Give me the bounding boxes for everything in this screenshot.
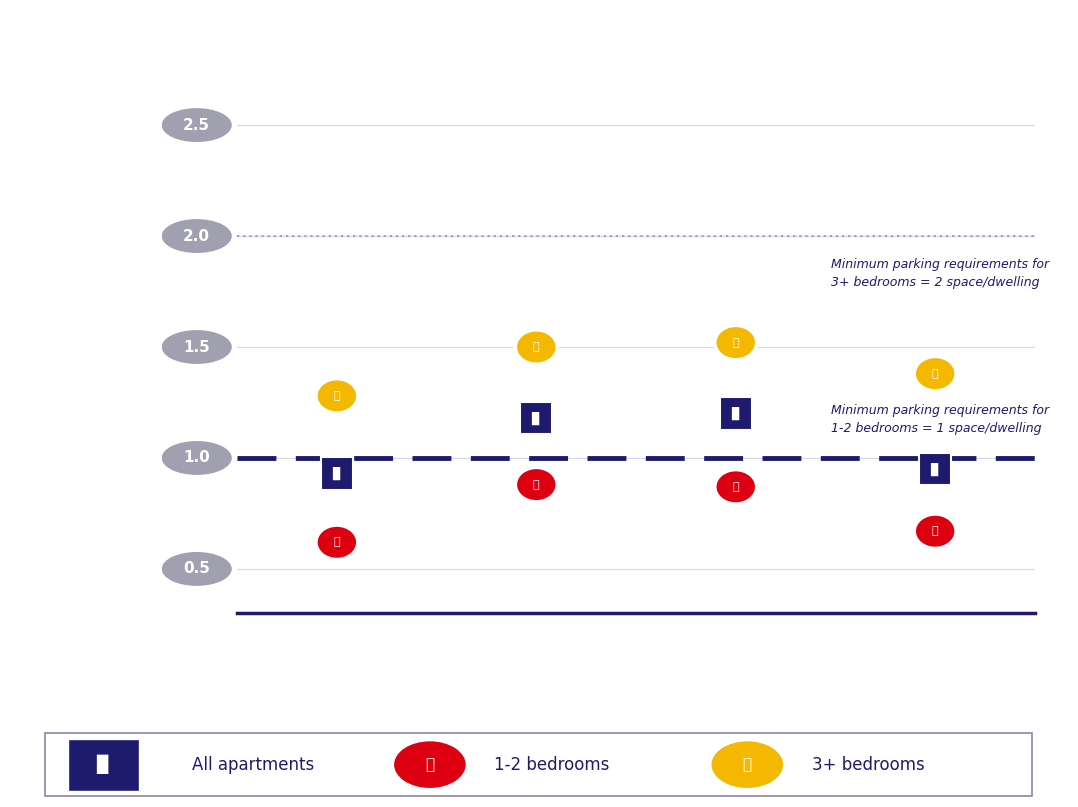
Ellipse shape <box>162 219 232 253</box>
Ellipse shape <box>162 108 232 142</box>
Text: Total
Metropolitan: Total Metropolitan <box>887 639 983 668</box>
Text: All apartments: All apartments <box>192 755 314 774</box>
FancyBboxPatch shape <box>720 398 751 429</box>
Ellipse shape <box>162 330 232 364</box>
Text: 2.0: 2.0 <box>183 228 210 244</box>
Text: 1-2 bedrooms: 1-2 bedrooms <box>495 755 610 774</box>
Text: 0.5: 0.5 <box>183 562 210 576</box>
Text: 🛏: 🛏 <box>931 526 939 536</box>
Ellipse shape <box>715 325 757 360</box>
Text: 🛏: 🛏 <box>732 482 740 491</box>
Ellipse shape <box>316 378 358 413</box>
FancyBboxPatch shape <box>45 733 1032 797</box>
Text: ▊: ▊ <box>731 407 741 420</box>
Ellipse shape <box>914 514 956 549</box>
Text: Minimum parking requirements for
1-2 bedrooms = 1 space/dwelling: Minimum parking requirements for 1-2 bed… <box>831 404 1050 435</box>
Text: 🛏: 🛏 <box>333 537 341 547</box>
Text: 1.5: 1.5 <box>183 340 210 354</box>
Ellipse shape <box>710 740 785 789</box>
Text: Inner
Metropolitan: Inner Metropolitan <box>289 639 385 668</box>
Text: ▊: ▊ <box>531 412 541 424</box>
Text: ▊: ▊ <box>332 467 342 480</box>
Text: Average cars per household: Average cars per household <box>51 216 68 478</box>
Text: 🛏: 🛏 <box>533 479 540 490</box>
Text: 🛏: 🛏 <box>743 757 751 772</box>
Text: Outer
Metropolitan: Outer Metropolitan <box>688 639 784 668</box>
Ellipse shape <box>162 552 232 586</box>
Ellipse shape <box>162 441 232 475</box>
FancyBboxPatch shape <box>68 738 139 791</box>
Text: 🛏: 🛏 <box>426 757 434 772</box>
Text: 🛏: 🛏 <box>732 337 740 348</box>
Text: Middle
Metropolitan: Middle Metropolitan <box>488 639 584 668</box>
Ellipse shape <box>914 357 956 391</box>
Ellipse shape <box>392 740 467 789</box>
Ellipse shape <box>316 525 358 559</box>
Text: ▊: ▊ <box>96 755 111 775</box>
Ellipse shape <box>715 470 757 504</box>
Text: ▊: ▊ <box>930 462 940 475</box>
Text: 🛏: 🛏 <box>533 342 540 352</box>
Ellipse shape <box>515 330 557 364</box>
Text: 🛏: 🛏 <box>333 391 341 401</box>
Text: 3+ bedrooms: 3+ bedrooms <box>812 755 925 774</box>
FancyBboxPatch shape <box>920 453 951 485</box>
Text: 2.5: 2.5 <box>183 118 210 132</box>
Text: Minimum parking requirements for
3+ bedrooms = 2 space/dwelling: Minimum parking requirements for 3+ bedr… <box>831 258 1050 289</box>
Text: 🛏: 🛏 <box>931 369 939 378</box>
Ellipse shape <box>515 467 557 502</box>
Text: 1.0: 1.0 <box>183 450 210 466</box>
FancyBboxPatch shape <box>521 402 552 434</box>
FancyBboxPatch shape <box>321 458 353 490</box>
